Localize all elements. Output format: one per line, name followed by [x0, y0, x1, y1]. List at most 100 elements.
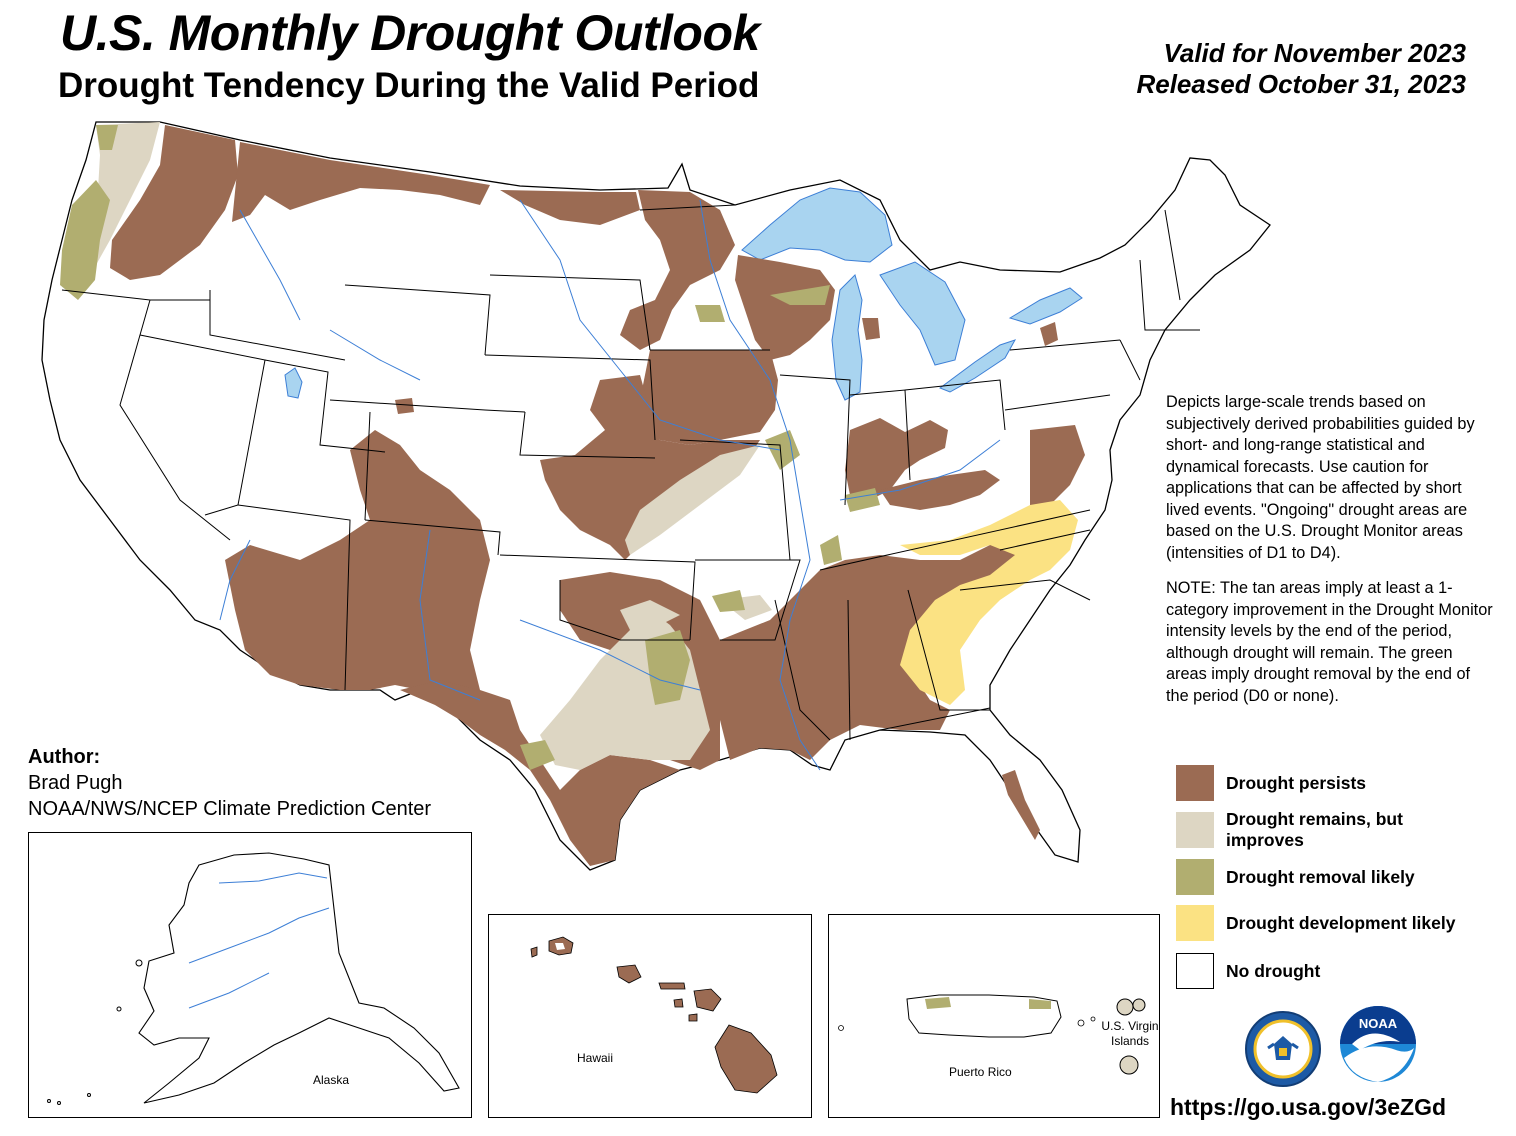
pnw-green	[60, 180, 110, 300]
legend-swatch-removal	[1176, 859, 1214, 895]
florida-drought	[1002, 770, 1040, 840]
legend-label-no-drought: No drought	[1226, 960, 1321, 981]
lanai	[673, 998, 684, 1008]
texas-green	[520, 740, 555, 770]
hawaii-inset: Hawaii	[488, 914, 812, 1118]
legend-item-no-drought: No drought	[1176, 953, 1320, 989]
southeast-yellow	[900, 500, 1078, 705]
texas-south-drought	[400, 680, 680, 866]
virgin-islands-label: U.S. Virgin Islands	[1097, 1019, 1163, 1049]
st-croix	[1119, 1055, 1139, 1075]
pr-green-west	[925, 997, 951, 1009]
molokai	[658, 982, 686, 990]
hawaii-map	[530, 936, 778, 1094]
lake-ontario	[1008, 287, 1083, 325]
st-thomas	[1116, 998, 1134, 1016]
pr-green-east	[1029, 999, 1051, 1009]
valid-for-text: Valid for November 2023	[1163, 38, 1467, 68]
alaska-label: Alaska	[313, 1073, 350, 1087]
oahu	[616, 964, 642, 984]
ny-drought	[1040, 322, 1058, 346]
state-borders	[61, 204, 1200, 741]
author-name: Brad Pugh	[28, 772, 123, 794]
commerce-seal-icon	[1245, 1011, 1321, 1087]
puerto-rico-inset: Puerto Rico U.S. Virgin Islands	[828, 914, 1160, 1118]
wisconsin-drought	[735, 255, 835, 360]
page-title: U.S. Monthly Drought Outlook	[60, 5, 760, 61]
northern-plains-drought	[500, 190, 640, 225]
kansas-tan	[625, 445, 760, 555]
legend-item-removal: Drought removal likely	[1176, 859, 1415, 895]
central-plains-drought	[540, 375, 760, 560]
legend-label-removal: Drought removal likely	[1226, 866, 1415, 887]
wisconsin-green	[770, 285, 830, 305]
description-paragraph-1: Depicts large-scale trends based on subj…	[1166, 393, 1475, 562]
drought-development-areas	[900, 500, 1078, 705]
oklahoma-tan	[620, 600, 680, 630]
puerto-rico-map	[838, 994, 1146, 1075]
commerce-seal-logo	[1244, 1010, 1322, 1088]
noaa-logo: NOAA	[1338, 1004, 1418, 1084]
big-island	[714, 1024, 778, 1094]
lake-michigan	[831, 274, 863, 401]
minnesota-green	[695, 305, 725, 322]
iowa-drought	[640, 350, 778, 445]
minnesota-drought	[620, 190, 735, 350]
pnw-tan	[90, 122, 160, 265]
washington-green	[96, 125, 118, 150]
author-block: Author: Brad Pugh NOAA/NWS/NCEP Climate …	[28, 744, 431, 822]
st-john	[1132, 998, 1146, 1012]
legend-swatch-improves	[1176, 812, 1214, 848]
ohio-valley-drought	[880, 470, 1000, 510]
tennessee-green	[820, 535, 842, 565]
legend-label-development: Drought development likely	[1226, 912, 1456, 933]
legend-swatch-persists	[1176, 765, 1214, 801]
lake-erie	[938, 339, 1017, 393]
alaska-map	[47, 852, 460, 1105]
legend-label-improves: Drought remains, but improves	[1226, 809, 1403, 850]
kahoolawe	[688, 1013, 698, 1022]
legend-item-persists: Drought persists	[1176, 765, 1366, 801]
legend-label-persists: Drought persists	[1226, 772, 1367, 793]
description: Depicts large-scale trends based on subj…	[1166, 392, 1496, 721]
puerto-rico-label: Puerto Rico	[949, 1065, 1012, 1079]
released-text: Released October 31, 2023	[1136, 69, 1466, 99]
montana-drought	[232, 142, 490, 222]
pnw-drought	[110, 125, 238, 280]
source-url[interactable]: https://go.usa.gov/3eZGd	[1170, 1094, 1447, 1120]
valid-period: Valid for November 2023 Released October…	[1136, 38, 1466, 100]
oklahoma-green	[645, 630, 690, 705]
alaska-outline	[138, 852, 460, 1104]
maui	[693, 988, 722, 1012]
arkansas-green	[712, 590, 745, 612]
noaa-icon: NOAA	[1340, 1006, 1416, 1082]
author-heading: Author:	[28, 746, 101, 768]
page-subtitle: Drought Tendency During the Valid Period	[58, 66, 760, 105]
legend-item-improves: Drought remains, but improves	[1176, 809, 1406, 851]
kentucky-green	[845, 488, 880, 512]
hawaii-label: Hawaii	[577, 1051, 614, 1065]
legend-swatch-no-drought	[1176, 953, 1214, 989]
alaska-inset: Alaska	[28, 832, 472, 1118]
virgin-islands-label-line2: Islands	[1110, 1034, 1150, 1048]
author-organization: NOAA/NWS/NCEP Climate Prediction Center	[28, 798, 432, 820]
legend-swatch-development	[1176, 905, 1214, 941]
illinois-drought	[845, 418, 948, 500]
drought-persists-areas	[110, 125, 1085, 866]
virgin-islands-label-line1: U.S. Virgin	[1101, 1019, 1159, 1033]
colorado-drought	[395, 398, 414, 414]
drought-removal-areas	[60, 125, 880, 770]
michigan-drought	[862, 318, 880, 340]
lake-huron	[879, 261, 966, 366]
rivers	[219, 199, 1001, 771]
description-paragraph-2: NOTE: The tan areas imply at least a 1-c…	[1166, 579, 1493, 705]
legend-item-development: Drought development likely	[1176, 905, 1455, 941]
missouri-green	[765, 430, 800, 470]
lake-superior	[741, 187, 893, 263]
great-salt-lake	[284, 367, 303, 399]
great-lakes	[284, 187, 1083, 401]
niihau	[530, 946, 538, 958]
noaa-logo-text: NOAA	[1359, 1016, 1398, 1031]
carolina-drought	[1030, 425, 1085, 508]
